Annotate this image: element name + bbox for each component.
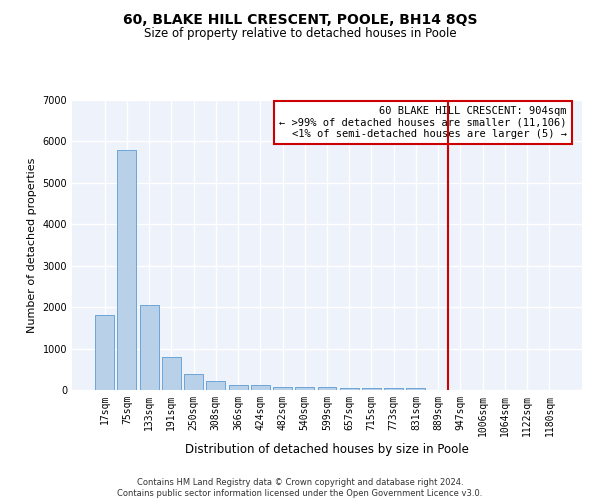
- Bar: [251, 386, 270, 390]
- Bar: [140, 305, 158, 390]
- X-axis label: Distribution of detached houses by size in Poole: Distribution of detached houses by size …: [185, 443, 469, 456]
- Bar: [362, 388, 381, 390]
- Bar: [273, 387, 292, 390]
- Bar: [340, 388, 359, 390]
- Bar: [184, 374, 203, 390]
- Y-axis label: Number of detached properties: Number of detached properties: [27, 158, 37, 332]
- Text: 60 BLAKE HILL CRESCENT: 904sqm
← >99% of detached houses are smaller (11,106)
<1: 60 BLAKE HILL CRESCENT: 904sqm ← >99% of…: [279, 106, 567, 139]
- Bar: [317, 387, 337, 390]
- Bar: [295, 387, 314, 390]
- Text: Contains HM Land Registry data © Crown copyright and database right 2024.
Contai: Contains HM Land Registry data © Crown c…: [118, 478, 482, 498]
- Bar: [206, 381, 225, 390]
- Bar: [162, 357, 181, 390]
- Bar: [95, 316, 114, 390]
- Bar: [406, 388, 425, 390]
- Bar: [118, 150, 136, 390]
- Bar: [229, 386, 248, 390]
- Bar: [384, 388, 403, 390]
- Text: Size of property relative to detached houses in Poole: Size of property relative to detached ho…: [143, 28, 457, 40]
- Text: 60, BLAKE HILL CRESCENT, POOLE, BH14 8QS: 60, BLAKE HILL CRESCENT, POOLE, BH14 8QS: [123, 12, 477, 26]
